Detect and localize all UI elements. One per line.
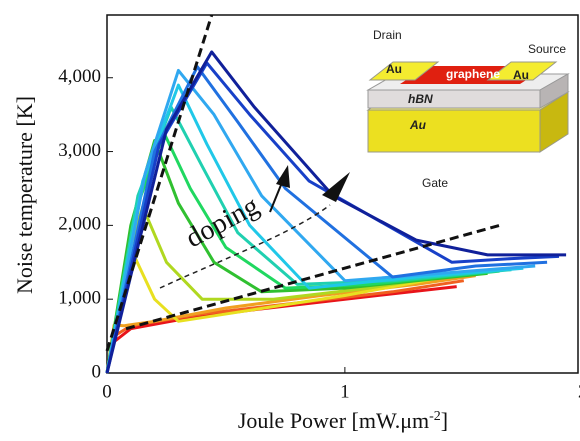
reference-line [105, 14, 214, 352]
y-tick-label: 1,000 [58, 288, 101, 309]
x-label-sup: -2 [429, 409, 441, 424]
inset-label: Source [528, 42, 566, 56]
x-label-text: ] [441, 408, 448, 433]
x-tick-label: 1 [340, 381, 350, 402]
inset-label: Au [409, 118, 427, 132]
series-line [105, 50, 567, 374]
y-tick-label: 2,000 [58, 214, 101, 235]
plot-frame [106, 14, 579, 374]
inset-label: Au [513, 68, 529, 82]
device-inset: Drain Source Gate Au graphene Au hBN Au [366, 28, 570, 190]
doping-arrow [159, 204, 331, 289]
y-axis-label: Noise temperature [K] [12, 96, 37, 294]
x-tick-label: 0 [102, 381, 112, 402]
inset-label: hBN [408, 92, 433, 106]
reference-line [125, 223, 500, 331]
inset-label: Au [386, 62, 402, 76]
inset-label: Gate [422, 176, 448, 190]
arrowhead [276, 165, 290, 188]
y-tick-label: 3,000 [58, 140, 101, 161]
hbn-front [367, 89, 541, 109]
series-line [105, 68, 536, 374]
x-axis-label: Joule Power [mW.μm-2] [238, 408, 448, 433]
y-tick-label: 0 [92, 361, 102, 382]
contact-right [486, 61, 558, 81]
x-label-text: Joule Power [mW.μm [238, 408, 429, 433]
inset-label: graphene [446, 67, 500, 81]
hbn-side [539, 73, 569, 109]
arrowhead [322, 172, 350, 202]
y-tick-label: 4,000 [58, 66, 101, 87]
series-line [105, 279, 465, 374]
inset-label: Drain [373, 28, 402, 42]
gate-front [367, 109, 541, 153]
gate-side [539, 91, 569, 153]
contact-left [368, 61, 440, 81]
x-tick-label: 2 [578, 381, 580, 402]
